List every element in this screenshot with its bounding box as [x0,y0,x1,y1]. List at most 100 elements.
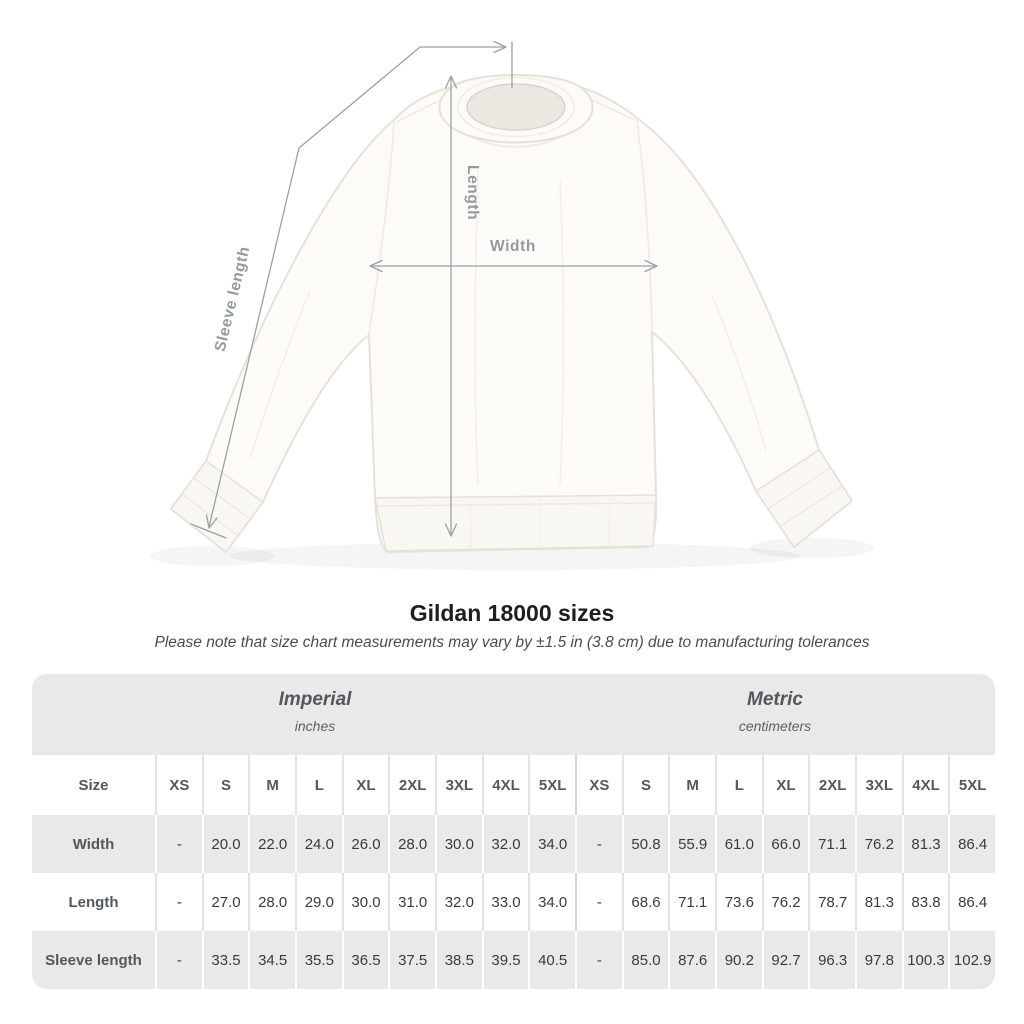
value-cell: 96.3 [808,931,855,989]
value-cell: 24.0 [295,815,342,873]
value-cell: 102.9 [948,931,995,989]
value-cell: 34.0 [528,873,575,931]
value-cell: 30.0 [341,873,389,931]
value-cell: 28.0 [388,815,435,873]
width-arrow [369,259,658,273]
imperial-subtitle: inches [294,718,336,734]
metric-subtitle: centimeters [738,718,812,734]
size-cell: 3XL [435,755,482,815]
value-cell: 81.3 [855,873,902,931]
value-cell: 100.3 [901,931,949,989]
hem-band [374,494,657,552]
value-cell: 50.8 [621,815,669,873]
imperial-header: Imperial inches [279,689,352,734]
value-cell: 90.2 [715,931,762,989]
row-label: Length [68,893,119,911]
value-cell: 68.6 [621,873,669,931]
length-label: Length [464,165,481,220]
value-cell: 29.0 [295,873,342,931]
imperial-title: Imperial [278,689,352,710]
value-cell: 61.0 [715,815,762,873]
value-cell: 40.5 [528,931,575,989]
value-cell: 34.0 [528,815,575,873]
size-cell: XL [761,755,809,815]
length-arrow [444,75,458,537]
value-cell: - [575,931,622,989]
value-cell: 31.0 [388,873,435,931]
value-cell: 73.6 [715,873,762,931]
size-cell: 2XL [388,755,435,815]
value-cell: 71.1 [808,815,855,873]
value-cell: 37.5 [388,931,435,989]
measure-row: Width -20.0 22.0 24.0 26.0 28.0 30.0 32.0 34.0-5… [32,815,995,873]
value-cell: 32.0 [435,873,482,931]
size-chart-table: Imperial inches Metric centimeters Size X… [32,674,995,989]
collar [438,74,594,144]
measure-row: Sleeve length -33.5 34.5 35.5 36.5 37.5 38.5 39… [32,931,995,989]
size-cell: 5XL [528,755,575,815]
sleeve-length-label: Sleeve length [212,245,254,354]
size-cell: 4XL [901,755,949,815]
size-cell: XL [341,755,389,815]
left-cuff [170,460,264,553]
value-cell: 55.9 [668,815,715,873]
value-cell: 85.0 [621,931,669,989]
value-cell: 38.5 [435,931,482,989]
value-cell: 71.1 [668,873,715,931]
value-cell: 76.2 [855,815,902,873]
size-cell: L [715,755,762,815]
value-cell: 83.8 [901,873,949,931]
units-band: Imperial inches Metric centimeters [32,674,995,755]
size-cell: XS [575,755,622,815]
value-cell: 87.6 [668,931,715,989]
size-cell: M [248,755,295,815]
value-cell: 22.0 [248,815,295,873]
size-table-rows: Size XS S M L XL 2XL 3XL 4XL 5XL XS S M L XL 2XL 3XL 4XL 5… [32,755,995,989]
metric-header: Metric centimeters [739,689,811,734]
value-cell: 28.0 [248,873,295,931]
row-label: Sleeve length [45,951,142,969]
row-label: Width [72,835,115,853]
value-cell: - [155,931,202,989]
size-cell: XS [155,755,202,815]
value-cell: 27.0 [201,873,249,931]
size-cell: M [668,755,715,815]
value-cell: 26.0 [341,815,389,873]
value-cell: 66.0 [761,815,809,873]
value-cell: 33.0 [481,873,529,931]
sleeve-length-arrow [190,40,513,539]
value-cell: 32.0 [481,815,529,873]
tolerance-note: Please note that size chart measurements… [154,634,870,651]
measure-row: Length -27.0 28.0 29.0 30.0 31.0 32.0 33.0 34.0-… [32,873,995,931]
value-cell: 30.0 [435,815,482,873]
value-cell: 86.4 [948,815,995,873]
value-cell: - [575,815,622,873]
metric-title: Metric [747,689,803,710]
sweatshirt-body [170,75,853,553]
value-cell: 35.5 [295,931,342,989]
value-cell: 78.7 [808,873,855,931]
size-cell: S [621,755,669,815]
value-cell: 39.5 [481,931,529,989]
value-cell: 76.2 [761,873,809,931]
size-cell: 5XL [948,755,995,815]
size-header-row: Size XS S M L XL 2XL 3XL 4XL 5XL XS S M L XL 2XL 3XL 4XL 5… [32,755,995,815]
value-cell: 92.7 [761,931,809,989]
value-cell: 36.5 [341,931,389,989]
size-col-header: Size [78,776,109,794]
page-title: Gildan 18000 sizes [409,600,615,626]
size-cell: 2XL [808,755,855,815]
value-cell: 97.8 [855,931,902,989]
value-cell: 86.4 [948,873,995,931]
size-cell: 4XL [481,755,529,815]
garment-shadow [150,538,874,570]
value-cell: - [155,815,202,873]
width-label: Width [490,238,536,255]
value-cell: - [575,873,622,931]
sweatshirt-diagram: Length Width Sleeve length [150,40,874,570]
value-cell: - [155,873,202,931]
right-cuff [755,449,853,548]
size-cell: L [295,755,342,815]
size-cell: 3XL [855,755,902,815]
